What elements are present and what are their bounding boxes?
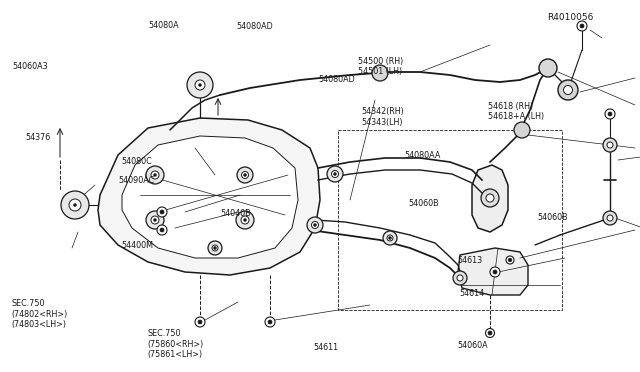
Text: 54060A3: 54060A3 [13, 62, 49, 71]
Circle shape [481, 189, 499, 207]
Text: 54618 (RH)
54618+A (LH): 54618 (RH) 54618+A (LH) [488, 102, 544, 121]
Circle shape [312, 221, 319, 228]
Circle shape [214, 247, 216, 250]
Circle shape [160, 210, 164, 214]
Circle shape [508, 258, 512, 262]
Circle shape [378, 71, 382, 75]
Circle shape [518, 126, 525, 134]
Circle shape [607, 215, 613, 221]
Circle shape [268, 320, 272, 324]
Polygon shape [98, 118, 320, 275]
Text: 54040B: 54040B [221, 209, 252, 218]
Text: 54611: 54611 [314, 343, 339, 352]
Circle shape [195, 80, 205, 90]
Circle shape [608, 112, 612, 116]
Circle shape [486, 328, 495, 337]
Circle shape [372, 65, 388, 81]
Circle shape [580, 24, 584, 28]
Circle shape [74, 203, 77, 206]
Circle shape [333, 173, 337, 176]
Circle shape [453, 271, 467, 285]
Text: 54080AA: 54080AA [404, 151, 441, 160]
Circle shape [198, 320, 202, 324]
Circle shape [61, 191, 89, 219]
Circle shape [265, 317, 275, 327]
Text: SEC.750
(75860<RH>)
(75861<LH>): SEC.750 (75860<RH>) (75861<LH>) [147, 329, 204, 359]
Text: 54400M: 54400M [122, 241, 154, 250]
Circle shape [160, 228, 164, 232]
Circle shape [603, 138, 617, 152]
Circle shape [151, 171, 159, 179]
Circle shape [154, 218, 157, 221]
Polygon shape [458, 248, 528, 295]
Circle shape [157, 207, 167, 217]
Circle shape [237, 167, 253, 183]
Text: 54060A: 54060A [458, 341, 488, 350]
Circle shape [457, 275, 463, 281]
Circle shape [493, 270, 497, 274]
Text: 54614: 54614 [460, 289, 484, 298]
Circle shape [603, 211, 617, 225]
Circle shape [383, 231, 397, 245]
Circle shape [69, 199, 81, 211]
Circle shape [146, 166, 164, 184]
Circle shape [157, 225, 167, 235]
Text: 54080A: 54080A [148, 21, 179, 30]
Circle shape [212, 245, 218, 251]
Circle shape [563, 86, 573, 94]
Circle shape [387, 235, 393, 241]
Circle shape [195, 317, 205, 327]
Circle shape [605, 109, 615, 119]
Circle shape [241, 171, 248, 179]
Circle shape [514, 122, 530, 138]
Circle shape [558, 80, 578, 100]
Circle shape [544, 64, 552, 72]
Circle shape [146, 211, 164, 229]
Text: 54060B: 54060B [408, 199, 439, 208]
Circle shape [154, 173, 157, 176]
Circle shape [243, 218, 246, 221]
Circle shape [243, 173, 246, 176]
Text: 54090AC: 54090AC [118, 176, 155, 185]
Text: 54080AD: 54080AD [237, 22, 273, 31]
Circle shape [388, 237, 392, 240]
Circle shape [332, 170, 339, 177]
Circle shape [488, 331, 492, 335]
Circle shape [236, 211, 254, 229]
Circle shape [539, 59, 557, 77]
Circle shape [490, 267, 500, 277]
Circle shape [208, 241, 222, 255]
Text: R4010056: R4010056 [547, 13, 593, 22]
Circle shape [506, 256, 514, 264]
Circle shape [151, 216, 159, 224]
Text: 54080AD: 54080AD [319, 76, 355, 84]
Text: 54613: 54613 [458, 256, 483, 265]
Polygon shape [122, 136, 298, 258]
Polygon shape [472, 165, 508, 232]
Text: 54060B: 54060B [538, 213, 568, 222]
Circle shape [241, 216, 249, 224]
Circle shape [577, 21, 587, 31]
Text: 54376: 54376 [26, 133, 51, 142]
Circle shape [314, 224, 317, 227]
Text: SEC.750
(74802<RH>)
(74803<LH>): SEC.750 (74802<RH>) (74803<LH>) [12, 299, 68, 329]
Circle shape [607, 142, 613, 148]
Circle shape [376, 69, 384, 77]
Text: 54080C: 54080C [122, 157, 152, 166]
Circle shape [198, 83, 202, 87]
Circle shape [187, 72, 213, 98]
Text: 54500 (RH)
54501 (LH): 54500 (RH) 54501 (LH) [358, 57, 404, 76]
Text: 54342(RH)
54343(LH): 54342(RH) 54343(LH) [362, 108, 404, 127]
Circle shape [327, 166, 343, 182]
Circle shape [486, 194, 494, 202]
Circle shape [307, 217, 323, 233]
